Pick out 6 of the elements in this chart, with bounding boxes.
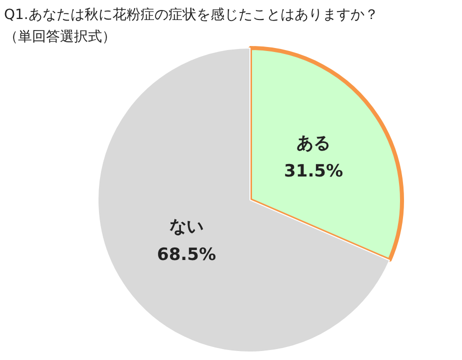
chart-title: Q1.あなたは秋に花粉症の症状を感じたことはありますか？ bbox=[4, 6, 378, 25]
slice-label: ない bbox=[169, 217, 204, 238]
chart-subtitle: （単回答選択式） bbox=[4, 28, 117, 47]
slice-label: ある bbox=[296, 134, 331, 154]
data-label: 68.5% bbox=[156, 245, 216, 266]
data-label: 31.5% bbox=[284, 162, 344, 182]
